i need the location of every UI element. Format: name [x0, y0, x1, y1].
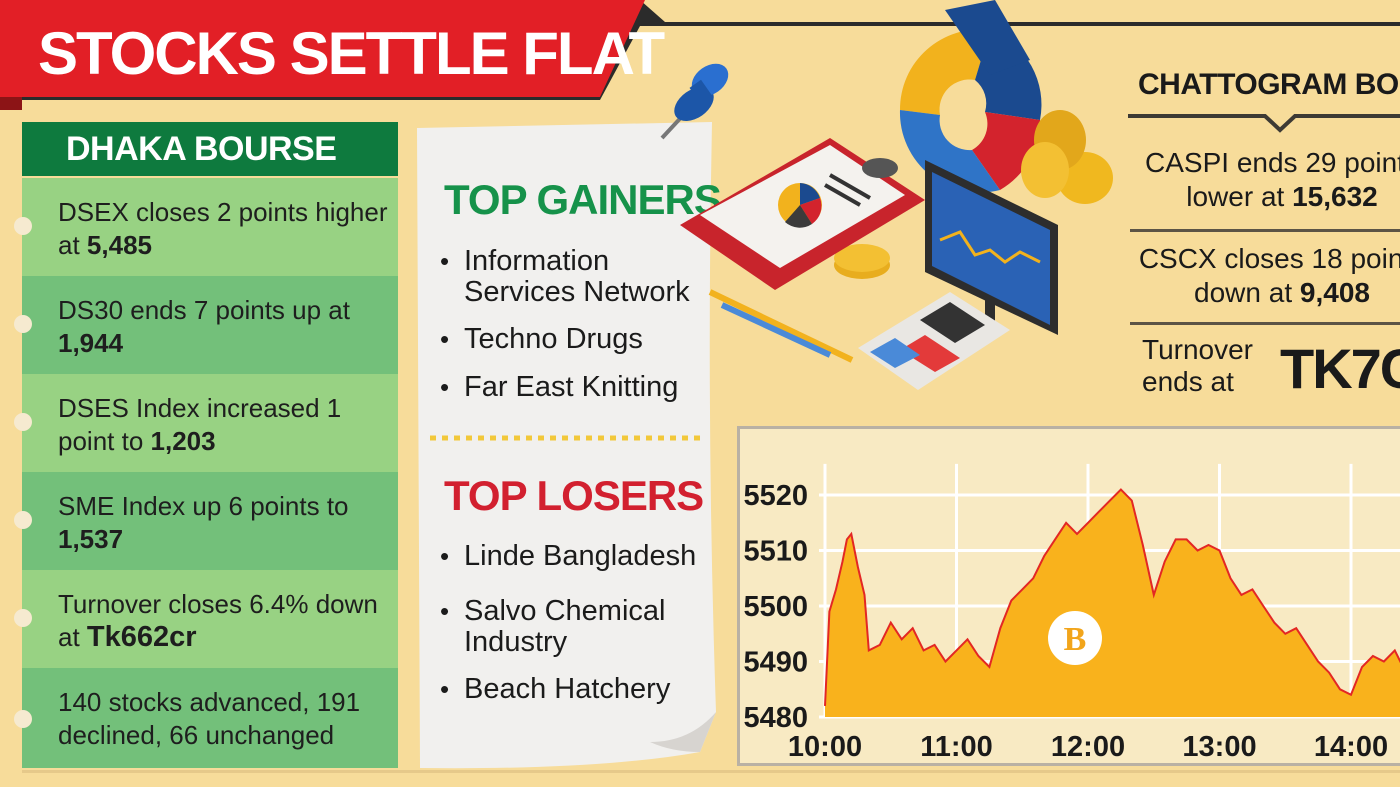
dhaka-row-value: 1,944 [58, 328, 124, 358]
header-banner [0, 0, 1400, 110]
caspi-value: 15,632 [1292, 181, 1378, 212]
dsex-area [825, 489, 1400, 717]
top-losers-title: TOP LOSERS [444, 472, 704, 519]
bs-logo-icon: B [1048, 611, 1102, 665]
row-bullet-dot [14, 710, 32, 728]
cscx-value: 9,408 [1299, 277, 1370, 308]
x-tick-label: 14:00 [1314, 731, 1388, 763]
y-tick-label: 5520 [743, 480, 808, 512]
dhaka-row-breadth: 140 stocks advanced, 191 declined, 66 un… [22, 668, 398, 768]
list-item: Salvo Chemical Industry [440, 596, 714, 658]
top-gainers-title: TOP GAINERS [444, 176, 722, 223]
list-item: Information Services Network [440, 246, 714, 308]
dhaka-row-ds30: DS30 ends 7 points up at 1,944 [22, 276, 398, 374]
list-item: Far East Knitting [440, 372, 714, 404]
y-tick-label: 5490 [743, 647, 808, 679]
y-tick-label: 5500 [743, 591, 808, 623]
dhaka-row-text: DS30 ends 7 points up at [58, 295, 350, 325]
row-bullet-dot [14, 217, 32, 235]
list-item: Linde Bangladesh [440, 541, 714, 573]
cscx-text: CSCX closes 18 points down at [1138, 243, 1400, 308]
dhaka-row-value: 5,485 [86, 230, 152, 260]
list-item: Beach Hatchery [440, 674, 714, 706]
x-tick-label: 11:00 [920, 731, 993, 763]
dhaka-row-text: Turnover closes 6.4% down at [58, 589, 378, 652]
cscx-stat: CSCX closes 18 points down at 9,408 [1132, 242, 1400, 310]
caspi-text: CASPI ends 29 points lower at [1145, 147, 1400, 212]
dhaka-bourse-title: DHAKA BOURSE [22, 122, 398, 176]
y-tick-label: 5510 [743, 536, 808, 568]
dhaka-row-text: DSEX closes 2 points higher at [58, 197, 388, 260]
y-tick-label: 5480 [743, 702, 808, 734]
x-tick-label: 13:00 [1182, 731, 1256, 763]
clipboard-icon [680, 138, 925, 290]
row-bullet-dot [14, 609, 32, 627]
chattogram-bourse-title: CHATTOGRAM BOURSE [1138, 68, 1400, 101]
calculator-icon [858, 292, 1010, 390]
divider [1130, 322, 1400, 325]
divider [1130, 229, 1400, 232]
svg-text:B: B [1064, 621, 1087, 658]
ctg-turnover-label: Turnover ends at [1142, 334, 1254, 397]
row-bullet-dot [14, 315, 32, 333]
caspi-stat: CASPI ends 29 points lower at 15,632 [1132, 146, 1400, 214]
dhaka-row-dsex: DSEX closes 2 points higher at 5,485 [22, 178, 398, 276]
monitor-icon [925, 160, 1058, 335]
dhaka-row-turnover: Turnover closes 6.4% down at Tk662cr [22, 570, 398, 668]
x-tick-label: 10:00 [788, 731, 862, 763]
row-bullet-dot [14, 511, 32, 529]
dhaka-row-text: DSES Index increased 1 point to [58, 393, 342, 456]
dhaka-row-sme: SME Index up 6 points to 1,537 [22, 472, 398, 570]
page-title: STOCKS SETTLE FLAT [38, 20, 665, 87]
dhaka-row-dses: DSES Index increased 1 point to 1,203 [22, 374, 398, 472]
dhaka-row-value: Tk662cr [86, 621, 197, 653]
bottom-rule [22, 770, 1400, 773]
dhaka-row-value: 1,537 [58, 524, 124, 554]
row-bullet-dot [14, 413, 32, 431]
donut-chart-icon [899, 0, 1042, 193]
dhaka-row-text: 140 stocks advanced, 191 declined, 66 un… [58, 687, 361, 750]
dhaka-row-text: SME Index up 6 points to [58, 491, 349, 521]
list-item: Techno Drugs [440, 324, 714, 356]
ctg-turnover-value: TK7CR [1280, 337, 1400, 400]
pencils-icon [708, 289, 854, 363]
top-losers-list: Linde Bangladesh Salvo Chemical Industry… [440, 541, 714, 706]
dsex-line [824, 488, 1400, 706]
coins-icon [834, 110, 1113, 279]
top-gainers-list: Information Services Network Techno Drug… [440, 246, 714, 404]
x-tick-label: 12:00 [1051, 731, 1125, 763]
dhaka-row-value: 1,203 [150, 426, 216, 456]
